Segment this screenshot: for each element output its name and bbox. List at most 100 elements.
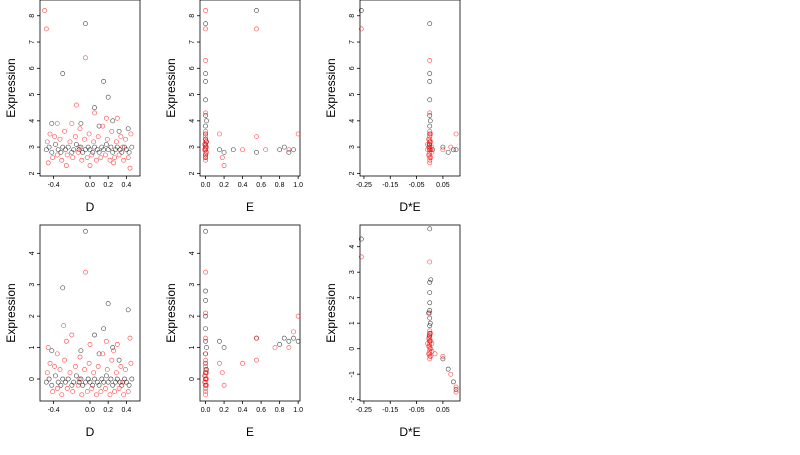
data-point: [119, 149, 125, 155]
y-tick-label: -2: [349, 397, 356, 403]
data-point: [445, 149, 451, 155]
data-point: [125, 389, 131, 394]
data-point: [107, 392, 113, 398]
plot-frame: [359, 224, 461, 402]
data-point: [71, 379, 77, 385]
data-point: [254, 134, 259, 139]
data-point: [281, 144, 287, 150]
data-point: [83, 228, 88, 234]
data-point: [111, 348, 117, 354]
data-point: [203, 360, 208, 366]
data-point: [49, 121, 55, 126]
data-point: [203, 134, 208, 139]
series-2: [202, 269, 301, 398]
data-point: [87, 147, 93, 153]
data-point: [73, 134, 78, 139]
data-point: [427, 58, 433, 63]
data-point: [47, 131, 53, 137]
data-point: [429, 147, 435, 153]
x-tick-label: 1.0: [293, 407, 303, 414]
data-point: [105, 379, 111, 385]
data-point: [78, 144, 84, 150]
data-point: [202, 373, 208, 379]
panel-6: -0.25 -0.15 -0.05 0.05 -2 -1 0 1 2 3 4 D*E Expressio…: [324, 224, 461, 439]
x-tick-label: 0.4: [238, 407, 248, 414]
data-point: [203, 131, 208, 137]
data-point: [203, 152, 208, 158]
data-point: [43, 147, 49, 153]
series-1: [203, 8, 296, 161]
data-point: [125, 155, 131, 161]
data-point: [203, 26, 208, 32]
data-point: [240, 147, 245, 153]
data-point: [203, 228, 208, 234]
data-point: [79, 392, 85, 398]
data-point: [203, 71, 208, 76]
data-point: [113, 379, 118, 385]
data-point: [427, 259, 433, 265]
data-point: [358, 236, 364, 242]
data-point: [427, 320, 433, 326]
data-point: [71, 147, 77, 153]
data-point: [89, 152, 95, 158]
data-point: [44, 139, 50, 145]
y-tick-label: 3: [349, 270, 356, 274]
data-point: [112, 389, 117, 394]
data-point: [84, 389, 90, 394]
data-point: [203, 155, 208, 161]
data-point: [70, 155, 76, 161]
y-tick-label: 4: [29, 119, 36, 123]
x-axis-label: D*E: [399, 200, 420, 214]
series-1: [203, 228, 301, 388]
data-point: [64, 386, 70, 391]
data-point: [427, 21, 433, 27]
data-point: [448, 371, 454, 377]
data-point: [80, 149, 86, 155]
plot-frame: [39, 0, 141, 177]
plot-frame: [359, 0, 461, 177]
data-point: [103, 373, 109, 379]
data-point: [62, 128, 67, 134]
x-tick-label: 0.6: [256, 407, 266, 414]
data-point: [79, 157, 85, 163]
data-point: [60, 144, 66, 150]
data-point: [76, 144, 82, 150]
data-point: [107, 157, 113, 163]
data-point: [83, 21, 88, 27]
data-point: [203, 392, 208, 398]
data-point: [114, 144, 120, 150]
data-point: [77, 126, 83, 132]
x-axis-label: E: [246, 200, 254, 214]
data-point: [221, 163, 227, 168]
data-point: [440, 356, 446, 362]
data-point: [60, 71, 66, 76]
data-point: [428, 131, 434, 137]
data-point: [203, 136, 208, 142]
data-point: [64, 152, 70, 158]
data-point: [116, 386, 122, 391]
data-point: [83, 55, 88, 61]
x-axis-label: D: [86, 425, 95, 439]
data-point: [65, 376, 71, 382]
data-point: [295, 313, 301, 319]
y-tick-label: 0: [29, 377, 36, 381]
data-point: [254, 26, 259, 32]
x-tick-label: 0.4: [121, 182, 131, 189]
data-point: [429, 341, 435, 347]
y-axis-label: Expression: [4, 283, 18, 342]
data-point: [103, 338, 109, 344]
data-point: [281, 335, 287, 341]
data-point: [451, 379, 456, 385]
data-point: [82, 367, 87, 372]
series-1: [358, 8, 459, 155]
data-point: [65, 144, 71, 150]
x-tick-label: 0.2: [219, 407, 229, 414]
data-point: [291, 329, 296, 335]
data-point: [110, 118, 116, 124]
data-point: [67, 139, 73, 145]
data-point: [52, 134, 57, 139]
data-point: [110, 149, 116, 155]
plot-frame: [199, 0, 301, 177]
data-point: [425, 147, 431, 153]
y-tick-label: 5: [349, 93, 356, 97]
